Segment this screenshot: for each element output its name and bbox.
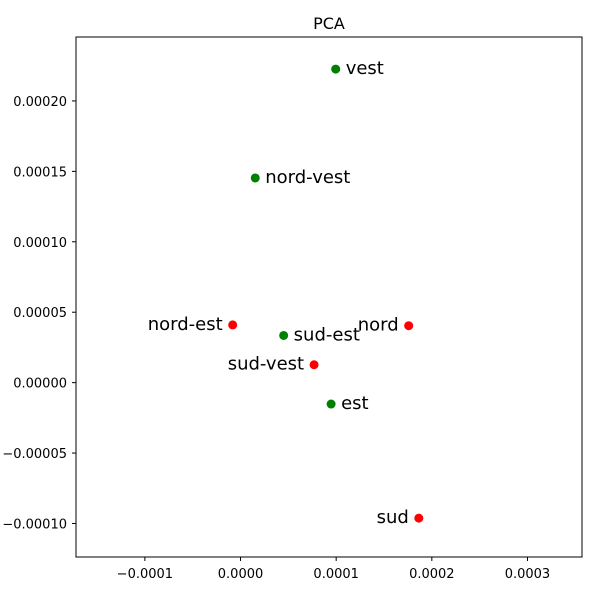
scatter-point-sud-est [279, 330, 289, 340]
y-tick-label: 0.00020 [13, 95, 67, 110]
scatter-point-nord-vest [250, 173, 260, 183]
x-tick-label: 0.0000 [218, 567, 264, 582]
scatter-point-est [326, 399, 336, 409]
y-tick-label: 0.00015 [13, 165, 67, 180]
point-label: nord [358, 315, 399, 336]
scatter-point-nord-est [228, 320, 238, 330]
plot-area-frame [75, 36, 583, 558]
point-label: nord-est [148, 314, 223, 335]
points-layer: vest nord-vest sud-est est nord-est nord sud-v… [148, 58, 424, 528]
y-axis: −0.00010 −0.00005 0.00000 0.00005 0.00010 0.0… [2, 95, 76, 532]
x-tick-label: 0.0001 [313, 567, 359, 582]
point-label: sud-vest [228, 354, 304, 375]
y-tick-label: 0.00005 [13, 306, 67, 321]
point-label: sud-est [294, 324, 360, 345]
y-tick-label: −0.00010 [2, 517, 67, 532]
scatter-point-vest [331, 64, 341, 74]
scatter-point-nord [404, 321, 414, 331]
y-tick-label: 0.00010 [13, 236, 67, 251]
y-tick-label: 0.00000 [13, 377, 67, 392]
point-label: sud [377, 507, 409, 528]
point-label: vest [346, 58, 384, 79]
point-label: nord-vest [265, 167, 350, 188]
x-tick-label: −0.0001 [117, 567, 173, 582]
scatter-point-sud-vest [309, 360, 319, 370]
x-tick-label: 0.0003 [505, 567, 551, 582]
scatter-point-sud [414, 513, 424, 523]
x-tick-label: 0.0002 [409, 567, 455, 582]
y-tick-label: −0.00005 [2, 447, 67, 462]
point-label: est [341, 393, 369, 414]
x-axis: −0.0001 0.0000 0.0001 0.0002 0.0003 [117, 557, 551, 582]
chart-title: PCA [313, 14, 345, 33]
